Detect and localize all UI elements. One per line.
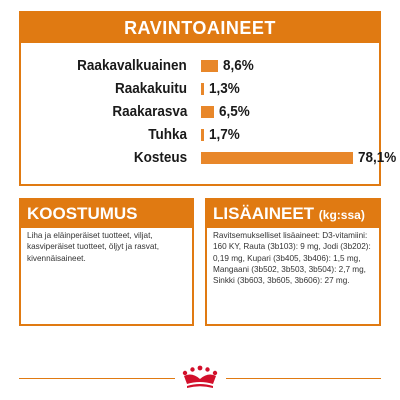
nutrient-bar — [201, 60, 218, 72]
nutrient-name: Raakavalkuainen — [77, 57, 187, 74]
nutrient-name: Kosteus — [133, 149, 187, 166]
nutrient-name: Raakakuitu — [114, 80, 187, 97]
nutrient-bar — [201, 106, 214, 118]
nutrient-value: 6,5% — [219, 103, 250, 120]
footer-divider-right — [226, 378, 381, 379]
nutrient-row: Raakavalkuainen 8,6% — [21, 55, 379, 77]
additives-header: LISÄAINEET (kg:ssa) — [207, 200, 379, 228]
nutrient-name: Tuhka — [148, 126, 187, 143]
footer-divider-left — [19, 378, 175, 379]
nutrient-row: Raakarasva 6,5% — [21, 101, 379, 123]
nutrient-bar — [201, 152, 353, 164]
composition-panel: KOOSTUMUS Liha ja eläinperäiset tuotteet… — [19, 198, 194, 326]
additives-subtitle: (kg:ssa) — [318, 208, 365, 222]
nutrient-value: 1,3% — [209, 80, 240, 97]
nutrient-bar — [201, 83, 204, 95]
nutrient-value: 78,1% — [358, 149, 397, 166]
additives-panel: LISÄAINEET (kg:ssa) Ravitsemukselliset l… — [205, 198, 381, 326]
nutrient-value: 1,7% — [209, 126, 240, 143]
composition-text: Liha ja eläinperäiset tuotteet, viljat, … — [27, 231, 159, 263]
additives-text: Ravitsemukselliset lisäaineet: D3-vitami… — [213, 231, 371, 286]
nutrient-row: Kosteus 78,1% — [21, 147, 397, 169]
nutrient-value: 8,6% — [223, 57, 254, 74]
nutrients-panel: RAVINTOAINEET Raakavalkuainen 8,6% Raakaku… — [19, 11, 397, 186]
additives-title: LISÄAINEET — [213, 204, 315, 223]
nutrient-row: Tuhka 1,7% — [21, 124, 379, 146]
nutrient-name: Raakarasva — [111, 103, 187, 120]
royal-canin-crown-icon — [182, 365, 218, 388]
nutrients-title: RAVINTOAINEET — [21, 13, 379, 43]
composition-title: KOOSTUMUS — [21, 200, 192, 228]
nutrient-bar — [201, 129, 204, 141]
nutrient-row: Raakakuitu 1,3% — [21, 78, 379, 100]
